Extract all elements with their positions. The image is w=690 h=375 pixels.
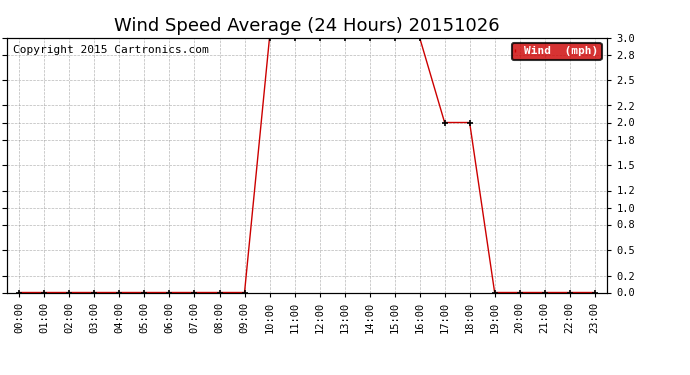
Text: Copyright 2015 Cartronics.com: Copyright 2015 Cartronics.com: [13, 45, 208, 55]
Title: Wind Speed Average (24 Hours) 20151026: Wind Speed Average (24 Hours) 20151026: [115, 16, 500, 34]
Legend: Wind  (mph): Wind (mph): [512, 43, 602, 60]
